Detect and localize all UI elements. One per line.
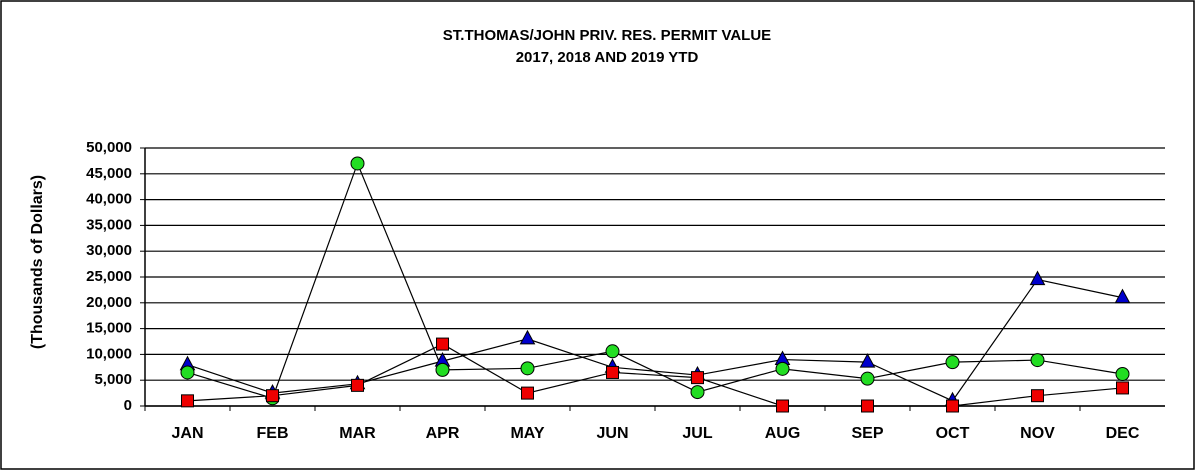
y-axis-label: (Thousands of Dollars) xyxy=(29,175,46,349)
marker xyxy=(180,365,195,380)
marker xyxy=(690,385,705,400)
marker xyxy=(1030,353,1045,368)
x-tick-label: AUG xyxy=(765,425,801,442)
marker xyxy=(945,355,960,370)
y-tick-label: 5,000 xyxy=(94,371,132,388)
marker xyxy=(606,365,619,379)
marker xyxy=(946,399,959,413)
marker xyxy=(605,344,620,359)
marker xyxy=(266,389,279,403)
marker xyxy=(859,353,876,368)
y-tick-label: 45,000 xyxy=(86,165,132,182)
marker xyxy=(861,399,874,413)
series-line xyxy=(187,161,1123,399)
x-tick-label: SEP xyxy=(851,425,883,442)
y-tick-label: 50,000 xyxy=(86,139,132,156)
x-tick-label: APR xyxy=(426,425,460,442)
marker xyxy=(775,361,790,376)
x-tick-label: DEC xyxy=(1106,425,1140,442)
x-tick-label: MAY xyxy=(510,425,544,442)
marker xyxy=(351,378,364,392)
marker xyxy=(436,337,449,351)
series-line xyxy=(187,343,1123,407)
marker xyxy=(1116,381,1129,395)
y-tick-label: 35,000 xyxy=(86,216,132,233)
x-tick-label: OCT xyxy=(936,425,970,442)
marker xyxy=(520,361,535,376)
marker xyxy=(1114,288,1131,304)
chart-title: ST.THOMAS/JOHN PRIV. RES. PERMIT VALUE xyxy=(443,27,771,44)
y-tick-label: 25,000 xyxy=(86,268,132,285)
marker xyxy=(1029,270,1046,286)
marker xyxy=(691,371,704,385)
x-tick-label: JUL xyxy=(682,425,712,442)
chart-subtitle: 2017, 2018 AND 2019 YTD xyxy=(516,49,699,66)
marker xyxy=(1115,367,1130,382)
y-tick-label: 20,000 xyxy=(86,294,132,311)
y-tick-label: 30,000 xyxy=(86,242,132,259)
marker xyxy=(776,399,789,413)
x-tick-label: MAR xyxy=(339,425,376,442)
y-tick-label: 0 xyxy=(124,397,132,414)
y-tick-label: 10,000 xyxy=(86,345,132,362)
x-tick-label: JUN xyxy=(596,425,628,442)
marker xyxy=(350,156,365,171)
marker xyxy=(521,386,534,400)
x-tick-label: JAN xyxy=(171,425,203,442)
y-tick-label: 15,000 xyxy=(86,320,132,337)
marker xyxy=(1031,389,1044,403)
y-tick-label: 40,000 xyxy=(86,191,132,208)
marker xyxy=(519,329,536,345)
marker xyxy=(435,362,450,377)
x-tick-label: NOV xyxy=(1020,425,1055,442)
marker xyxy=(860,371,875,386)
x-tick-label: FEB xyxy=(257,425,289,442)
marker xyxy=(181,394,194,408)
